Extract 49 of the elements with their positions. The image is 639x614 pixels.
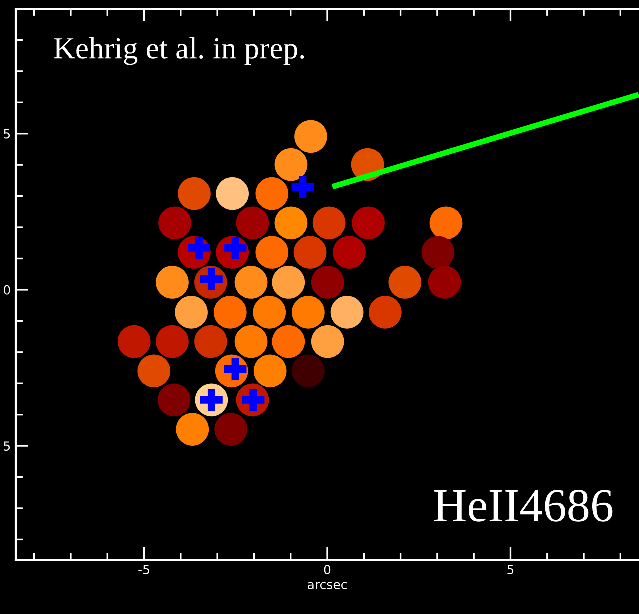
point (428, 266, 462, 299)
annotation: Kehrig et al. in prep. (54, 37, 304, 66)
y-tick-label: 5 (4, 130, 10, 139)
y-tick-label: 5 (4, 442, 10, 451)
point (214, 296, 247, 329)
point (256, 177, 289, 210)
point (311, 325, 344, 358)
point (292, 354, 325, 388)
point (422, 236, 455, 269)
annotation: HeII4686 (434, 490, 613, 522)
point (430, 206, 463, 240)
point (292, 296, 325, 329)
point (176, 413, 210, 446)
point (333, 236, 366, 269)
point (388, 266, 422, 299)
point (118, 325, 151, 358)
point (158, 384, 191, 417)
point (156, 325, 189, 358)
point (234, 266, 268, 299)
point (178, 177, 211, 210)
point (256, 236, 289, 269)
point (294, 120, 328, 154)
point (352, 206, 385, 240)
point (292, 176, 314, 198)
point (294, 236, 327, 269)
y-tick-label: 0 (4, 285, 10, 295)
point (311, 266, 344, 299)
point (216, 177, 250, 210)
point (138, 354, 171, 388)
point (214, 413, 248, 446)
x-tick-label: 5 (508, 565, 514, 575)
point (330, 296, 364, 329)
point (312, 206, 346, 240)
point (272, 266, 306, 299)
x-tick-label: -5 (138, 565, 150, 575)
point (175, 296, 208, 329)
x-axis-title: arcsec (308, 582, 347, 590)
point (368, 296, 402, 329)
point (234, 325, 268, 358)
point (194, 325, 228, 358)
point (156, 266, 189, 299)
point (272, 325, 306, 358)
x-tick-label: 0 (324, 565, 331, 575)
point (274, 206, 308, 240)
point (254, 354, 287, 388)
point (236, 206, 270, 240)
point (274, 148, 308, 182)
point (253, 296, 286, 329)
point (158, 206, 192, 240)
